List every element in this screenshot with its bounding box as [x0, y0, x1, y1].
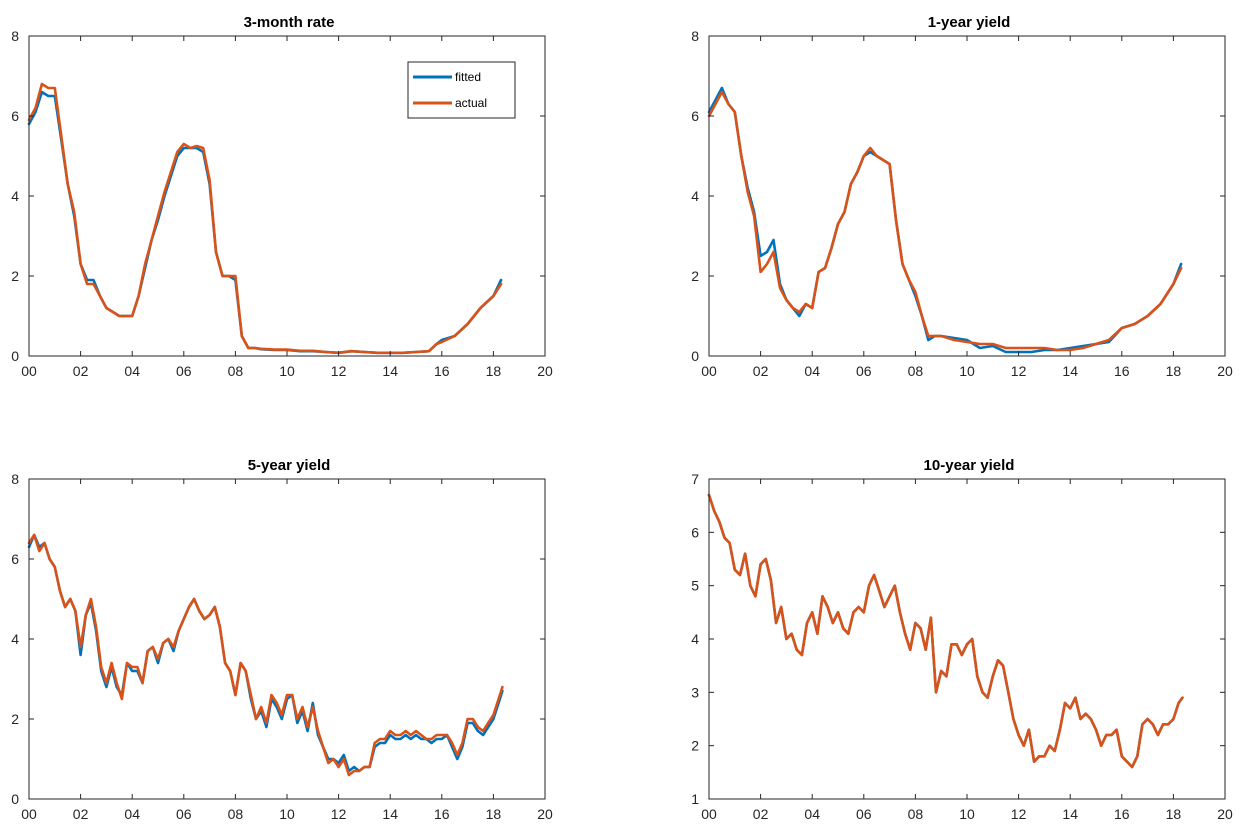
x-tick-label: 14 — [1062, 806, 1078, 822]
panel-10-year-yield: 10-year yield 00 02 04 06 08 10 12 14 16 18 201234… — [691, 457, 1233, 822]
y-tick-label: 2 — [691, 738, 699, 754]
x-tick-label: 16 — [1114, 363, 1130, 379]
y-tick-label: 6 — [11, 108, 19, 124]
y-tick-label: 2 — [691, 268, 699, 284]
x-tick-label: 04 — [804, 363, 820, 379]
y-tick-label: 7 — [691, 471, 699, 487]
panel-title: 5-year yield — [248, 457, 331, 474]
y-tick-label: 6 — [11, 551, 19, 567]
panel-3-month-rate: 3-month rate 00 02 04 06 08 10 12 14 16 18 2002468… — [11, 14, 553, 379]
x-tick-label: 18 — [1166, 806, 1182, 822]
y-tick-label: 4 — [691, 631, 699, 647]
panel-title: 1-year yield — [928, 14, 1011, 31]
y-tick-label: 0 — [11, 348, 19, 364]
x-tick-label: 00 — [21, 363, 37, 379]
x-tick-label: 14 — [382, 363, 398, 379]
legend: fitted actual — [407, 61, 516, 119]
x-tick-label: 10 — [959, 806, 975, 822]
x-tick-label: 04 — [124, 806, 140, 822]
x-tick-label: 00 — [21, 806, 37, 822]
x-tick-label: 02 — [73, 363, 89, 379]
legend-label-fitted: fitted — [455, 70, 481, 84]
x-tick-label: 14 — [382, 806, 398, 822]
plot-area — [709, 36, 1225, 356]
y-tick-label: 4 — [11, 631, 19, 647]
plot-area — [29, 479, 545, 799]
x-tick-label: 20 — [1217, 806, 1233, 822]
x-tick-label: 16 — [1114, 806, 1130, 822]
x-tick-label: 18 — [486, 806, 502, 822]
x-tick-label: 02 — [73, 806, 89, 822]
x-tick-label: 08 — [908, 806, 924, 822]
x-tick-label: 00 — [701, 806, 717, 822]
x-tick-label: 06 — [856, 363, 872, 379]
y-tick-label: 1 — [691, 791, 699, 807]
y-tick-label: 8 — [11, 471, 19, 487]
y-tick-label: 0 — [691, 348, 699, 364]
y-tick-label: 4 — [11, 188, 19, 204]
x-tick-label: 06 — [176, 806, 192, 822]
y-tick-label: 2 — [11, 268, 19, 284]
x-tick-label: 12 — [331, 363, 347, 379]
panel-title: 3-month rate — [244, 14, 335, 31]
series-line-actual — [27, 82, 503, 355]
series-line-actual — [27, 533, 504, 777]
x-tick-label: 08 — [228, 363, 244, 379]
x-tick-label: 12 — [1011, 363, 1027, 379]
x-tick-label: 12 — [331, 806, 347, 822]
y-tick-label: 2 — [11, 711, 19, 727]
y-tick-label: 6 — [691, 108, 699, 124]
x-tick-label: 18 — [486, 363, 502, 379]
x-tick-label: 20 — [1217, 363, 1233, 379]
legend-label-actual: actual — [455, 96, 487, 110]
x-tick-label: 02 — [753, 363, 769, 379]
x-tick-label: 14 — [1062, 363, 1078, 379]
x-tick-label: 18 — [1166, 363, 1182, 379]
x-tick-label: 08 — [908, 363, 924, 379]
y-tick-label: 4 — [691, 188, 699, 204]
legend-box — [407, 61, 516, 119]
x-tick-label: 00 — [701, 363, 717, 379]
x-tick-label: 04 — [804, 806, 820, 822]
y-tick-label: 5 — [691, 578, 699, 594]
x-tick-label: 10 — [959, 363, 975, 379]
x-tick-label: 04 — [124, 363, 140, 379]
x-tick-label: 20 — [537, 806, 553, 822]
x-tick-label: 12 — [1011, 806, 1027, 822]
panel-title: 10-year yield — [924, 457, 1015, 474]
y-tick-label: 3 — [691, 684, 699, 700]
x-tick-label: 02 — [753, 806, 769, 822]
x-tick-label: 06 — [856, 806, 872, 822]
y-tick-label: 0 — [11, 791, 19, 807]
y-tick-label: 8 — [691, 28, 699, 44]
x-tick-label: 08 — [228, 806, 244, 822]
x-tick-label: 16 — [434, 363, 450, 379]
x-tick-label: 06 — [176, 363, 192, 379]
y-tick-label: 6 — [691, 524, 699, 540]
series-line-actual — [707, 493, 1184, 769]
x-tick-label: 20 — [537, 363, 553, 379]
x-tick-label: 16 — [434, 806, 450, 822]
x-tick-label: 10 — [279, 363, 295, 379]
y-tick-label: 8 — [11, 28, 19, 44]
x-tick-label: 10 — [279, 806, 295, 822]
series-line-actual — [707, 90, 1183, 352]
